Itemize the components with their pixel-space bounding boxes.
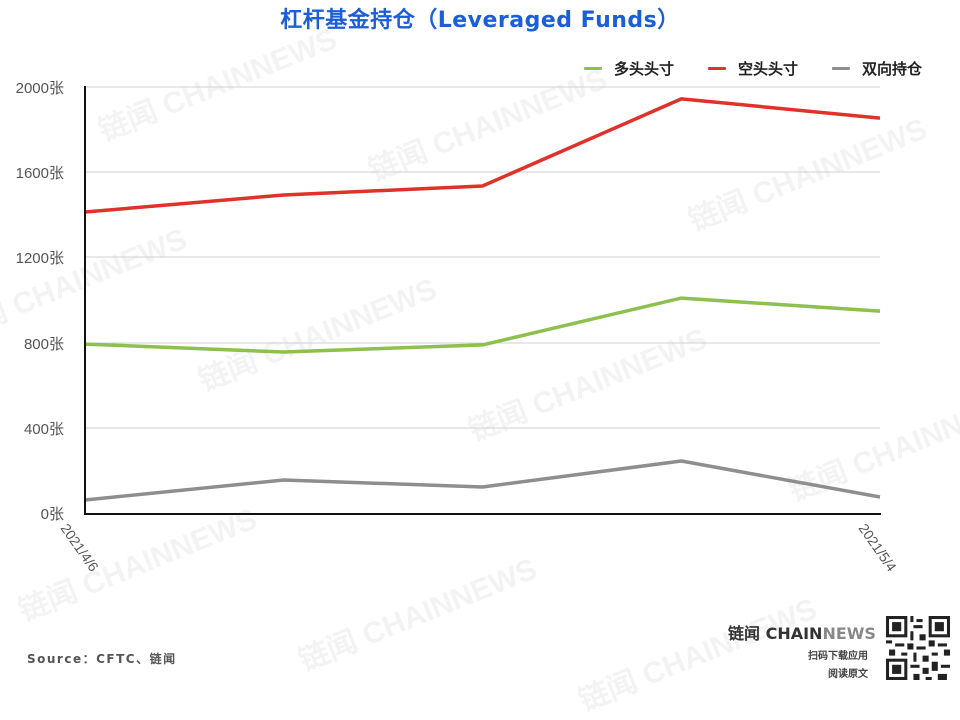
y-tick: 1600张 [16,165,64,182]
series-spread-line [84,459,881,502]
brand-name-main: 链闻 CHAIN [728,624,823,643]
x-tick-end: 2021/5/4 [856,521,900,575]
y-tick: 1200张 [16,250,64,267]
legend-swatch-short [707,67,726,70]
y-tick: 400张 [24,421,64,438]
series-short-line [84,97,881,214]
x-tick-start: 2021/4/6 [58,521,102,575]
series-long-line [84,296,881,354]
legend-label: 多头头寸 [613,60,674,78]
y-tick: 0张 [41,506,64,523]
legend-swatch-long [583,67,602,70]
brand-logo: 链闻 CHAINNEWS [728,620,876,644]
legend-item-spread[interactable]: 双向持仓 [831,58,922,79]
legend-swatch-spread [831,67,850,70]
qr-code-icon[interactable] [886,616,950,680]
legend-item-short[interactable]: 空头头寸 [707,58,798,79]
brand-block: 链闻 CHAINNEWS 扫码下载应用 阅读原文 [728,620,876,680]
legend-label: 空头头寸 [737,60,798,78]
y-tick: 800张 [24,336,64,353]
brand-tagline-1: 扫码下载应用 [808,651,868,662]
legend-item-long[interactable]: 多头头寸 [583,58,674,79]
brand-name-news: NEWS [822,624,876,643]
brand-tagline-2: 阅读原文 [828,669,868,680]
chart-title: 杠杆基金持仓（Leveraged Funds） [280,8,680,33]
gridlines [85,86,880,429]
y-tick: 2000张 [16,80,64,97]
source-note: Source：CFTC、链闻 [27,652,177,666]
line-chart: 2000张 1600张 1200张 800张 400张 0张 2021/4/6 … [16,80,900,575]
legend: 多头头寸 空头头寸 双向持仓 [583,58,922,79]
y-axis-labels: 2000张 1600张 1200张 800张 400张 0张 [16,80,64,523]
legend-label: 双向持仓 [861,60,922,78]
